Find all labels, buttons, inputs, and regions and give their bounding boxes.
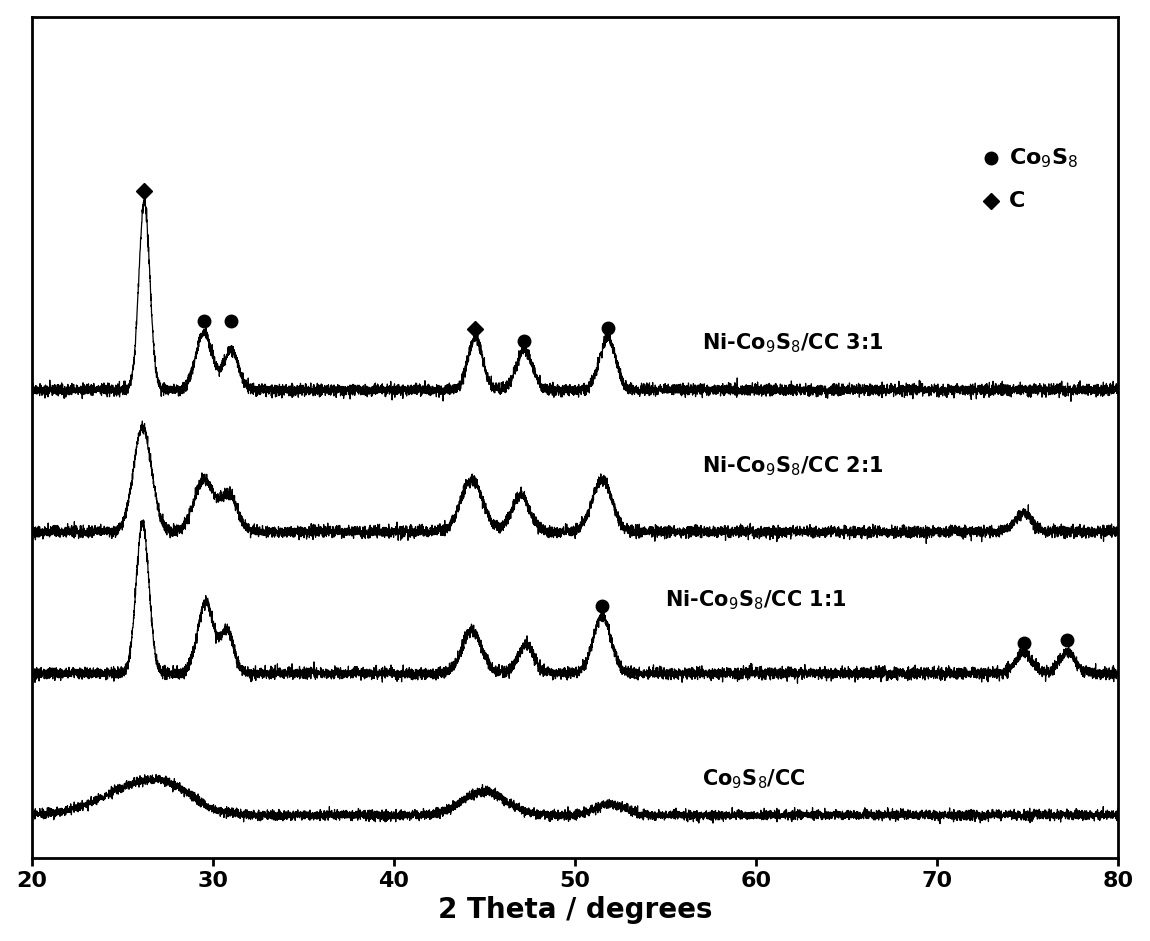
Text: C: C	[1010, 191, 1026, 211]
Text: Co$_9$S$_8$: Co$_9$S$_8$	[1010, 147, 1079, 170]
Text: Co$_9$S$_8$/CC: Co$_9$S$_8$/CC	[702, 768, 805, 791]
Text: Ni-Co$_9$S$_8$/CC 1:1: Ni-Co$_9$S$_8$/CC 1:1	[666, 588, 848, 612]
Text: Ni-Co$_9$S$_8$/CC 3:1: Ni-Co$_9$S$_8$/CC 3:1	[702, 331, 883, 355]
X-axis label: 2 Theta / degrees: 2 Theta / degrees	[438, 897, 712, 924]
Text: Ni-Co$_9$S$_8$/CC 2:1: Ni-Co$_9$S$_8$/CC 2:1	[702, 455, 883, 478]
